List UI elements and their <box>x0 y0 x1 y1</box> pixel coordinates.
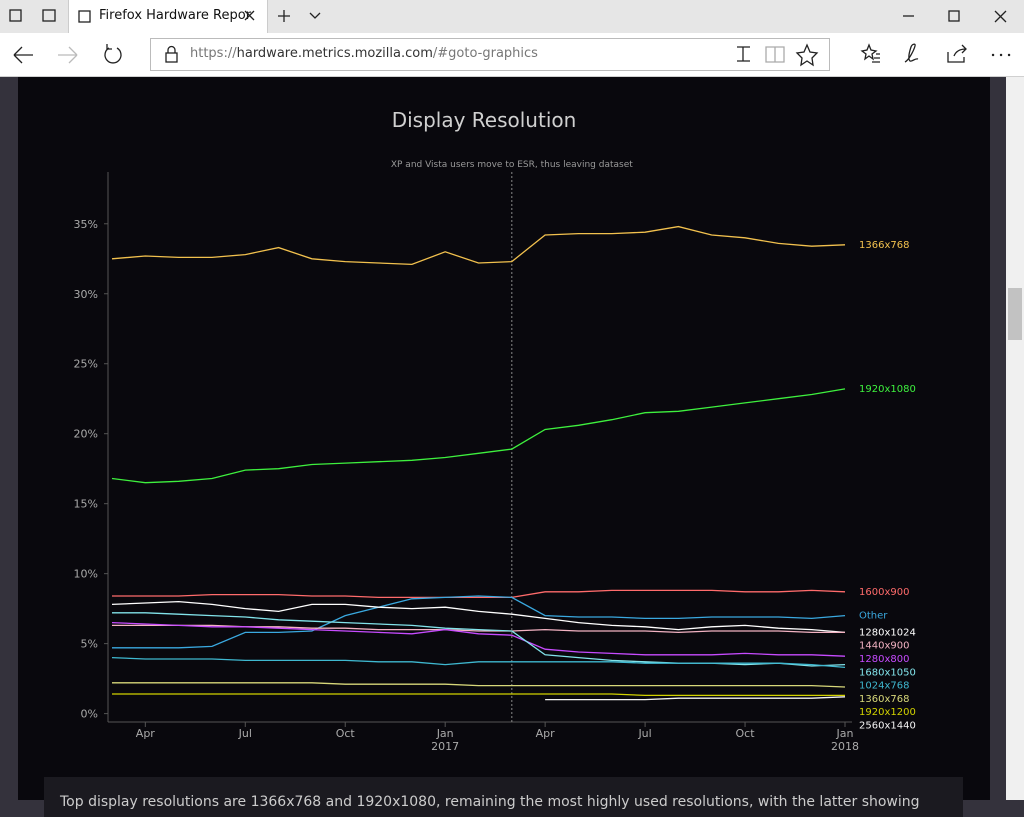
new-tab[interactable] <box>278 10 290 22</box>
annotation: XP and Vista users move to ESR, thus lea… <box>391 160 633 170</box>
url[interactable]: https://hardware.metrics.mozilla.com/#go… <box>190 46 538 61</box>
address-bar[interactable] <box>150 38 830 71</box>
series-line <box>112 682 846 688</box>
scroll-thumb[interactable] <box>1008 288 1022 340</box>
series-line <box>111 388 846 484</box>
legend-label: 1024x768 <box>859 681 909 692</box>
chart-panel <box>18 77 990 800</box>
legend-label: 2560x1440 <box>859 721 916 732</box>
url-host: hardware.metrics.mozilla.com <box>236 46 433 61</box>
back[interactable] <box>13 46 33 64</box>
x-tick-label: Oct <box>335 727 355 740</box>
lock-shackle <box>167 45 176 53</box>
lock <box>165 52 178 63</box>
legend-label: Other <box>859 611 888 622</box>
y-tick-label: 10% <box>74 568 98 581</box>
x-tick-label: Apr <box>135 727 155 740</box>
chart-title: Display Resolution <box>392 108 577 132</box>
legend-label: 1440x900 <box>859 641 909 652</box>
url-scheme: https:// <box>190 46 237 61</box>
legend-label: 1366x768 <box>859 240 909 251</box>
x-tick-label: Jan 2018 <box>831 727 859 753</box>
legend-label: 1920x1200 <box>859 707 916 718</box>
series-line <box>112 595 846 649</box>
reading-view[interactable] <box>765 46 785 63</box>
y-tick-label: 30% <box>74 288 98 301</box>
set-aside-icon[interactable] <box>42 9 56 22</box>
y-tick-label: 25% <box>74 358 98 371</box>
share[interactable] <box>947 44 967 63</box>
tab-list[interactable] <box>309 12 321 19</box>
chart: Display Resolution 0% 5% 10% 15% 20% 25% 30% 35… <box>74 108 916 732</box>
series-line <box>112 589 846 599</box>
series-line <box>111 656 846 669</box>
series-line <box>111 600 846 634</box>
legend-label: 1920x1080 <box>859 384 916 395</box>
x-tick-label: Jul <box>238 727 252 740</box>
series-line <box>112 612 846 667</box>
y-tick-label: 15% <box>74 498 98 511</box>
description: Top display resolutions are 1366x768 and… <box>44 777 963 817</box>
notes[interactable] <box>904 43 919 63</box>
tabs-icon[interactable] <box>9 9 22 22</box>
favorites-hub[interactable] <box>860 43 880 63</box>
close-tab[interactable] <box>244 10 255 21</box>
x-tick-label: Apr <box>535 727 555 740</box>
series-line <box>111 225 846 266</box>
url-path: /#goto-graphics <box>432 46 538 61</box>
favicon <box>78 10 91 23</box>
legend-label: 1680x1050 <box>859 667 916 678</box>
browser-tab[interactable] <box>68 0 268 33</box>
legend-label: 1280x1024 <box>859 627 916 638</box>
y-tick-label: 20% <box>74 428 98 441</box>
close-window[interactable] <box>994 10 1007 23</box>
scrollbar[interactable] <box>1006 77 1024 800</box>
maximize[interactable] <box>948 10 960 22</box>
y-tick-label: 5% <box>81 638 98 651</box>
y-tick-label: 35% <box>74 218 98 231</box>
tab-title[interactable]: Firefox Hardware Repor <box>99 8 252 23</box>
series-line <box>111 621 846 657</box>
favorite[interactable] <box>795 43 819 67</box>
refresh[interactable] <box>104 44 122 64</box>
translate[interactable] <box>737 46 750 62</box>
x-tick-label: Jul <box>638 727 652 740</box>
forward[interactable] <box>58 46 78 64</box>
series-line <box>545 696 846 701</box>
y-tick-label: 0% <box>81 708 98 721</box>
browser-icons <box>9 9 1011 67</box>
legend-label: 1360x768 <box>859 694 909 705</box>
legend-label: 1280x800 <box>859 654 909 665</box>
x-tick-label: Jan 2017 <box>431 727 460 753</box>
series-line <box>112 693 845 697</box>
x-tick-label: Oct <box>735 727 755 740</box>
legend-label: 1600x900 <box>859 587 909 598</box>
